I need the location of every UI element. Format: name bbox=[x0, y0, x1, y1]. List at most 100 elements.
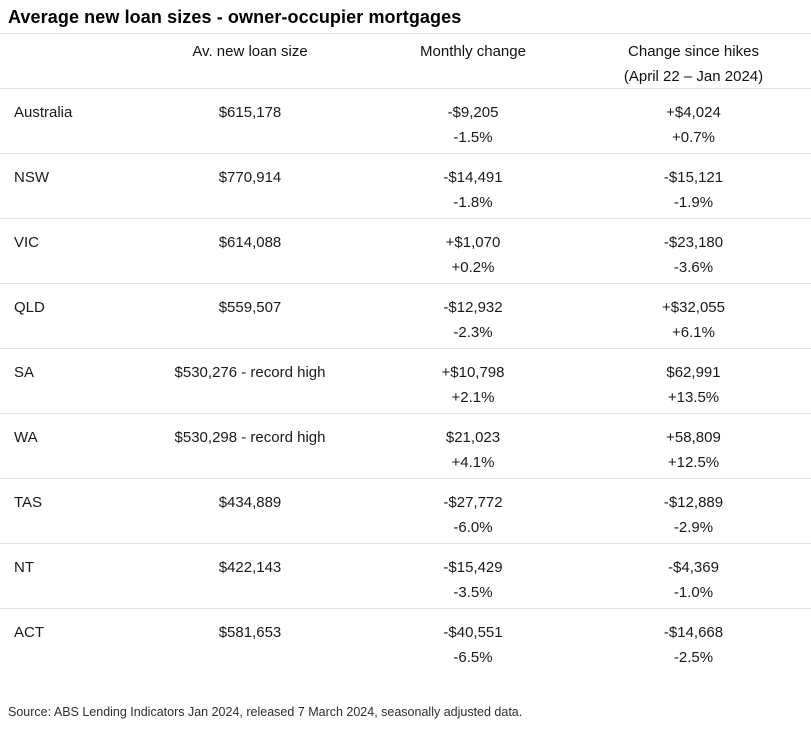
change-since-hikes-pct: -1.0% bbox=[673, 584, 714, 601]
monthly-change-pct: -3.5% bbox=[453, 584, 493, 601]
monthly-change-value: -$9,205 bbox=[447, 104, 499, 121]
loan-size-value: $615,178 bbox=[218, 104, 282, 121]
region-cell: QLD bbox=[14, 299, 45, 316]
change-since-hikes-pct: +12.5% bbox=[667, 454, 720, 471]
change-since-hikes-value: +$32,055 bbox=[662, 299, 725, 316]
loan-size-value: $559,507 bbox=[218, 299, 282, 316]
monthly-change-pct: -1.8% bbox=[453, 194, 493, 211]
change-since-hikes-value: +$4,024 bbox=[666, 104, 721, 121]
column-header-loan-size: Av. new loan size bbox=[192, 43, 308, 60]
page-title: Average new loan sizes - owner-occupier … bbox=[0, 0, 811, 34]
region-cell: VIC bbox=[14, 234, 40, 251]
monthly-change-pct: +0.2% bbox=[451, 259, 495, 276]
change-since-hikes-value: -$23,180 bbox=[663, 234, 724, 251]
change-since-hikes-pct: -2.9% bbox=[673, 519, 714, 536]
region-cell: TAS bbox=[14, 494, 43, 511]
table-row: NSW $770,914 -$14,491 -1.8% -$15,121 -1.… bbox=[0, 154, 811, 219]
loan-size-cell: $770,914 bbox=[130, 165, 370, 218]
change-since-hikes-pct: -3.6% bbox=[673, 259, 714, 276]
monthly-change-value: +$10,798 bbox=[441, 364, 505, 381]
region-cell: Australia bbox=[14, 104, 73, 121]
loan-size-cell: $614,088 bbox=[130, 230, 370, 283]
column-header-region bbox=[0, 39, 130, 89]
change-since-hikes-pct: +6.1% bbox=[672, 324, 715, 341]
change-since-hikes-cell: -$14,668 -2.5% bbox=[576, 620, 811, 674]
change-since-hikes-value: +58,809 bbox=[666, 429, 721, 446]
monthly-change-value: -$15,429 bbox=[443, 559, 503, 576]
table-row: SA $530,276 - record high +$10,798 +2.1%… bbox=[0, 349, 811, 414]
table-row: TAS $434,889 -$27,772 -6.0% -$12,889 -2.… bbox=[0, 479, 811, 544]
change-since-hikes-pct: +0.7% bbox=[672, 129, 715, 146]
monthly-change-cell: -$27,772 -6.0% bbox=[370, 490, 576, 543]
column-header-change-since-hikes: Change since hikes (April 22 – Jan 2024) bbox=[576, 39, 811, 89]
change-since-hikes-cell: +$32,055 +6.1% bbox=[576, 295, 811, 348]
monthly-change-cell: +$1,070 +0.2% bbox=[370, 230, 576, 283]
monthly-change-value: -$40,551 bbox=[443, 624, 503, 641]
change-since-hikes-value: -$12,889 bbox=[663, 494, 724, 511]
change-since-hikes-cell: -$12,889 -2.9% bbox=[576, 490, 811, 543]
change-since-hikes-value: $62,991 bbox=[666, 364, 721, 381]
change-since-hikes-cell: $62,991 +13.5% bbox=[576, 360, 811, 413]
loan-size-value: $581,653 bbox=[218, 624, 282, 641]
monthly-change-value: -$14,491 bbox=[443, 169, 503, 186]
monthly-change-cell: +$10,798 +2.1% bbox=[370, 360, 576, 413]
table-row: QLD $559,507 -$12,932 -2.3% +$32,055 +6.… bbox=[0, 284, 811, 349]
monthly-change-pct: -6.5% bbox=[453, 649, 493, 666]
monthly-change-value: $21,023 bbox=[445, 429, 501, 446]
change-since-hikes-cell: -$4,369 -1.0% bbox=[576, 555, 811, 608]
table-header-row: Av. new loan size Monthly change Change … bbox=[0, 34, 811, 89]
monthly-change-cell: -$9,205 -1.5% bbox=[370, 100, 576, 153]
region-cell: NT bbox=[14, 559, 34, 576]
loan-size-value: $422,143 bbox=[218, 559, 282, 576]
loan-size-cell: $615,178 bbox=[130, 100, 370, 153]
loan-size-cell: $422,143 bbox=[130, 555, 370, 608]
monthly-change-pct: +4.1% bbox=[451, 454, 495, 471]
monthly-change-cell: -$15,429 -3.5% bbox=[370, 555, 576, 608]
change-since-hikes-cell: -$23,180 -3.6% bbox=[576, 230, 811, 283]
change-since-hikes-value: -$14,668 bbox=[663, 624, 724, 641]
table-row: WA $530,298 - record high $21,023 +4.1% … bbox=[0, 414, 811, 479]
monthly-change-value: -$27,772 bbox=[443, 494, 503, 511]
monthly-change-value: -$12,932 bbox=[443, 299, 503, 316]
column-header-change-since-hikes-line2: (April 22 – Jan 2024) bbox=[623, 68, 764, 85]
loan-size-value: $770,914 bbox=[218, 169, 282, 186]
monthly-change-pct: -6.0% bbox=[453, 519, 493, 536]
table-row: VIC $614,088 +$1,070 +0.2% -$23,180 -3.6… bbox=[0, 219, 811, 284]
loan-size-cell: $530,298 - record high bbox=[130, 425, 370, 478]
loan-size-value: $530,276 - record high bbox=[174, 364, 326, 381]
monthly-change-pct: -1.5% bbox=[453, 129, 493, 146]
region-cell: SA bbox=[14, 364, 35, 381]
column-header-change-since-hikes-line1: Change since hikes bbox=[628, 43, 759, 60]
loan-size-cell: $530,276 - record high bbox=[130, 360, 370, 413]
loan-size-value: $434,889 bbox=[218, 494, 282, 511]
monthly-change-cell: $21,023 +4.1% bbox=[370, 425, 576, 478]
table-row: NT $422,143 -$15,429 -3.5% -$4,369 -1.0% bbox=[0, 544, 811, 609]
monthly-change-value: +$1,070 bbox=[445, 234, 501, 251]
change-since-hikes-cell: +58,809 +12.5% bbox=[576, 425, 811, 478]
change-since-hikes-value: -$15,121 bbox=[663, 169, 724, 186]
loan-size-value: $614,088 bbox=[218, 234, 282, 251]
change-since-hikes-pct: -1.9% bbox=[673, 194, 714, 211]
change-since-hikes-cell: -$15,121 -1.9% bbox=[576, 165, 811, 218]
monthly-change-cell: -$12,932 -2.3% bbox=[370, 295, 576, 348]
loan-size-cell: $581,653 bbox=[130, 620, 370, 674]
table-row: Australia $615,178 -$9,205 -1.5% +$4,024… bbox=[0, 89, 811, 154]
loan-size-cell: $559,507 bbox=[130, 295, 370, 348]
table-body: Australia $615,178 -$9,205 -1.5% +$4,024… bbox=[0, 89, 811, 674]
region-cell: ACT bbox=[14, 624, 44, 641]
column-header-monthly-change: Monthly change bbox=[420, 43, 526, 60]
monthly-change-pct: +2.1% bbox=[451, 389, 495, 406]
change-since-hikes-pct: -2.5% bbox=[673, 649, 714, 666]
table-row: ACT $581,653 -$40,551 -6.5% -$14,668 -2.… bbox=[0, 609, 811, 674]
region-cell: NSW bbox=[14, 169, 49, 186]
loan-size-value: $530,298 - record high bbox=[174, 429, 326, 446]
source-note: Source: ABS Lending Indicators Jan 2024,… bbox=[8, 705, 523, 719]
change-since-hikes-value: -$4,369 bbox=[668, 559, 719, 576]
region-cell: WA bbox=[14, 429, 38, 446]
monthly-change-pct: -2.3% bbox=[453, 324, 493, 341]
loan-size-cell: $434,889 bbox=[130, 490, 370, 543]
monthly-change-cell: -$14,491 -1.8% bbox=[370, 165, 576, 218]
change-since-hikes-cell: +$4,024 +0.7% bbox=[576, 100, 811, 153]
change-since-hikes-pct: +13.5% bbox=[667, 389, 720, 406]
